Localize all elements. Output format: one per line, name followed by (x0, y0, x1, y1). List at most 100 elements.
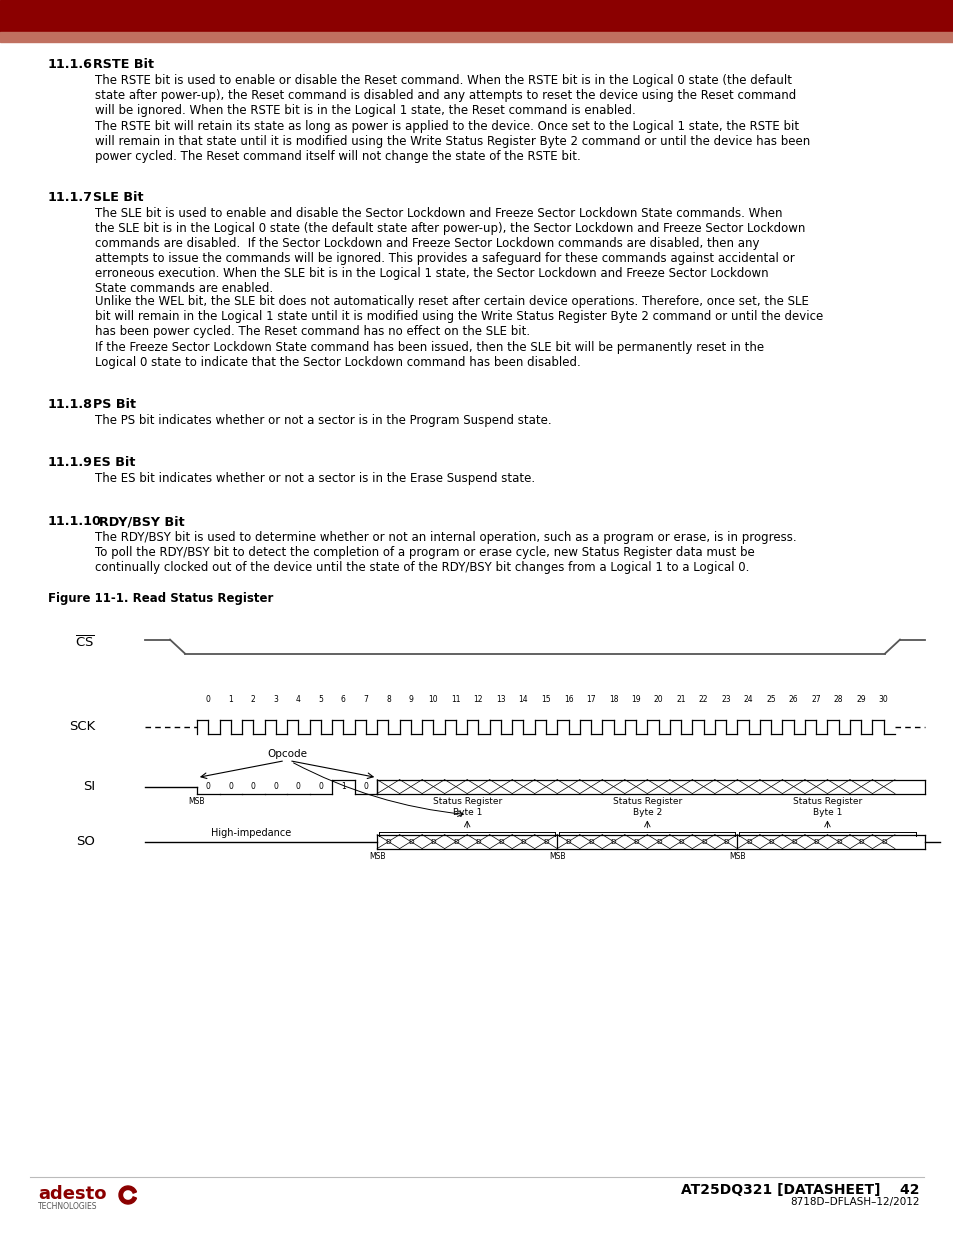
Text: D: D (858, 839, 863, 845)
Text: The SLE bit is used to enable and disable the Sector Lockdown and Freeze Sector : The SLE bit is used to enable and disabl… (95, 206, 804, 295)
Text: 20: 20 (653, 694, 662, 704)
Text: The RSTE bit will retain its state as long as power is applied to the device. On: The RSTE bit will retain its state as lo… (95, 120, 809, 163)
Bar (0, 32, 953, 42)
Text: 1: 1 (228, 694, 233, 704)
Text: 9: 9 (408, 694, 413, 704)
Text: 8718D–DFLASH–12/2012: 8718D–DFLASH–12/2012 (790, 1197, 919, 1207)
Wedge shape (119, 1186, 136, 1204)
Text: D: D (700, 839, 705, 845)
Text: 17: 17 (585, 694, 596, 704)
Text: 5: 5 (318, 694, 323, 704)
Text: D: D (542, 839, 548, 845)
Text: D: D (767, 839, 773, 845)
Text: 11.1.9: 11.1.9 (48, 457, 92, 469)
Text: 7: 7 (363, 694, 368, 704)
Text: 15: 15 (540, 694, 550, 704)
Text: 0: 0 (228, 782, 233, 792)
Text: ES Bit: ES Bit (93, 457, 135, 469)
Text: RDY/BSY Bit: RDY/BSY Bit (99, 515, 185, 529)
Text: TECHNOLOGIES: TECHNOLOGIES (38, 1202, 97, 1212)
Bar (0, 0, 953, 32)
Text: D: D (835, 839, 841, 845)
Text: 2: 2 (251, 694, 255, 704)
Text: SO: SO (76, 835, 95, 848)
Text: The RSTE bit is used to enable or disable the Reset command. When the RSTE bit i: The RSTE bit is used to enable or disabl… (95, 74, 796, 117)
Text: MSB: MSB (548, 852, 565, 861)
Text: D: D (813, 839, 818, 845)
Text: 16: 16 (563, 694, 573, 704)
Text: 4: 4 (295, 694, 300, 704)
Text: 0: 0 (251, 782, 255, 792)
Text: 23: 23 (720, 694, 730, 704)
Text: 26: 26 (788, 694, 798, 704)
Text: 24: 24 (743, 694, 753, 704)
Text: 6: 6 (340, 694, 345, 704)
Text: D: D (497, 839, 503, 845)
Text: Status Register
Byte 2: Status Register Byte 2 (612, 798, 681, 816)
Text: D: D (610, 839, 616, 845)
Text: 13: 13 (496, 694, 505, 704)
Text: SLE Bit: SLE Bit (93, 190, 144, 204)
Text: 0: 0 (295, 782, 300, 792)
Text: D: D (453, 839, 458, 845)
Text: Opcode: Opcode (267, 748, 307, 758)
Text: $\overline{\mathrm{CS}}$: $\overline{\mathrm{CS}}$ (75, 635, 95, 651)
Text: D: D (588, 839, 593, 845)
Text: Figure 11-1. Read Status Register: Figure 11-1. Read Status Register (48, 592, 274, 605)
Text: If the Freeze Sector Lockdown State command has been issued, then the SLE bit wi: If the Freeze Sector Lockdown State comm… (95, 341, 763, 369)
Text: MSB: MSB (728, 852, 745, 861)
Text: 3: 3 (274, 694, 278, 704)
Text: 8: 8 (386, 694, 391, 704)
Text: 30: 30 (878, 694, 887, 704)
Text: 21: 21 (676, 694, 685, 704)
Text: D: D (408, 839, 414, 845)
Text: SCK: SCK (69, 720, 95, 734)
Text: D: D (476, 839, 480, 845)
Text: 0: 0 (363, 782, 368, 792)
Text: 12: 12 (474, 694, 483, 704)
Text: 11.1.8: 11.1.8 (48, 398, 92, 410)
Text: 22: 22 (699, 694, 708, 704)
Text: 29: 29 (856, 694, 865, 704)
Text: 19: 19 (631, 694, 640, 704)
Text: D: D (655, 839, 660, 845)
Text: 0: 0 (206, 782, 211, 792)
Text: 11.1.6: 11.1.6 (48, 58, 92, 70)
Text: 10: 10 (428, 694, 437, 704)
Text: 25: 25 (765, 694, 775, 704)
Text: 0: 0 (318, 782, 323, 792)
Text: The PS bit indicates whether or not a sector is in the Program Suspend state.: The PS bit indicates whether or not a se… (95, 414, 551, 426)
Text: D: D (565, 839, 571, 845)
Text: 0: 0 (206, 694, 211, 704)
Text: MSB: MSB (189, 797, 205, 805)
Text: PS Bit: PS Bit (93, 398, 136, 410)
Text: D: D (520, 839, 526, 845)
Text: AT25DQ321 [DATASHEET]    42: AT25DQ321 [DATASHEET] 42 (680, 1183, 919, 1197)
Text: Status Register
Byte 1: Status Register Byte 1 (792, 798, 862, 816)
Text: D: D (722, 839, 728, 845)
Text: Status Register
Byte 1: Status Register Byte 1 (432, 798, 501, 816)
Text: 11.1.10: 11.1.10 (48, 515, 102, 529)
Text: D: D (678, 839, 683, 845)
Text: D: D (633, 839, 639, 845)
Text: D: D (880, 839, 885, 845)
Text: 0: 0 (274, 782, 278, 792)
Text: 1: 1 (340, 782, 345, 792)
Text: D: D (745, 839, 751, 845)
Text: 14: 14 (518, 694, 528, 704)
Text: D: D (790, 839, 796, 845)
Text: 27: 27 (811, 694, 821, 704)
Text: 28: 28 (833, 694, 842, 704)
Text: 18: 18 (608, 694, 618, 704)
Text: High-impedance: High-impedance (211, 827, 291, 837)
Text: The ES bit indicates whether or not a sector is in the Erase Suspend state.: The ES bit indicates whether or not a se… (95, 473, 535, 485)
Text: 11.1.7: 11.1.7 (48, 190, 92, 204)
Text: MSB: MSB (369, 852, 385, 861)
Text: RSTE Bit: RSTE Bit (93, 58, 154, 70)
Text: The RDY/BSY bit is used to determine whether or not an internal operation, such : The RDY/BSY bit is used to determine whe… (95, 531, 796, 574)
Text: SI: SI (83, 781, 95, 793)
Text: D: D (430, 839, 436, 845)
Text: 11: 11 (451, 694, 460, 704)
Text: D: D (385, 839, 391, 845)
Text: Unlike the WEL bit, the SLE bit does not automatically reset after certain devic: Unlike the WEL bit, the SLE bit does not… (95, 295, 822, 337)
